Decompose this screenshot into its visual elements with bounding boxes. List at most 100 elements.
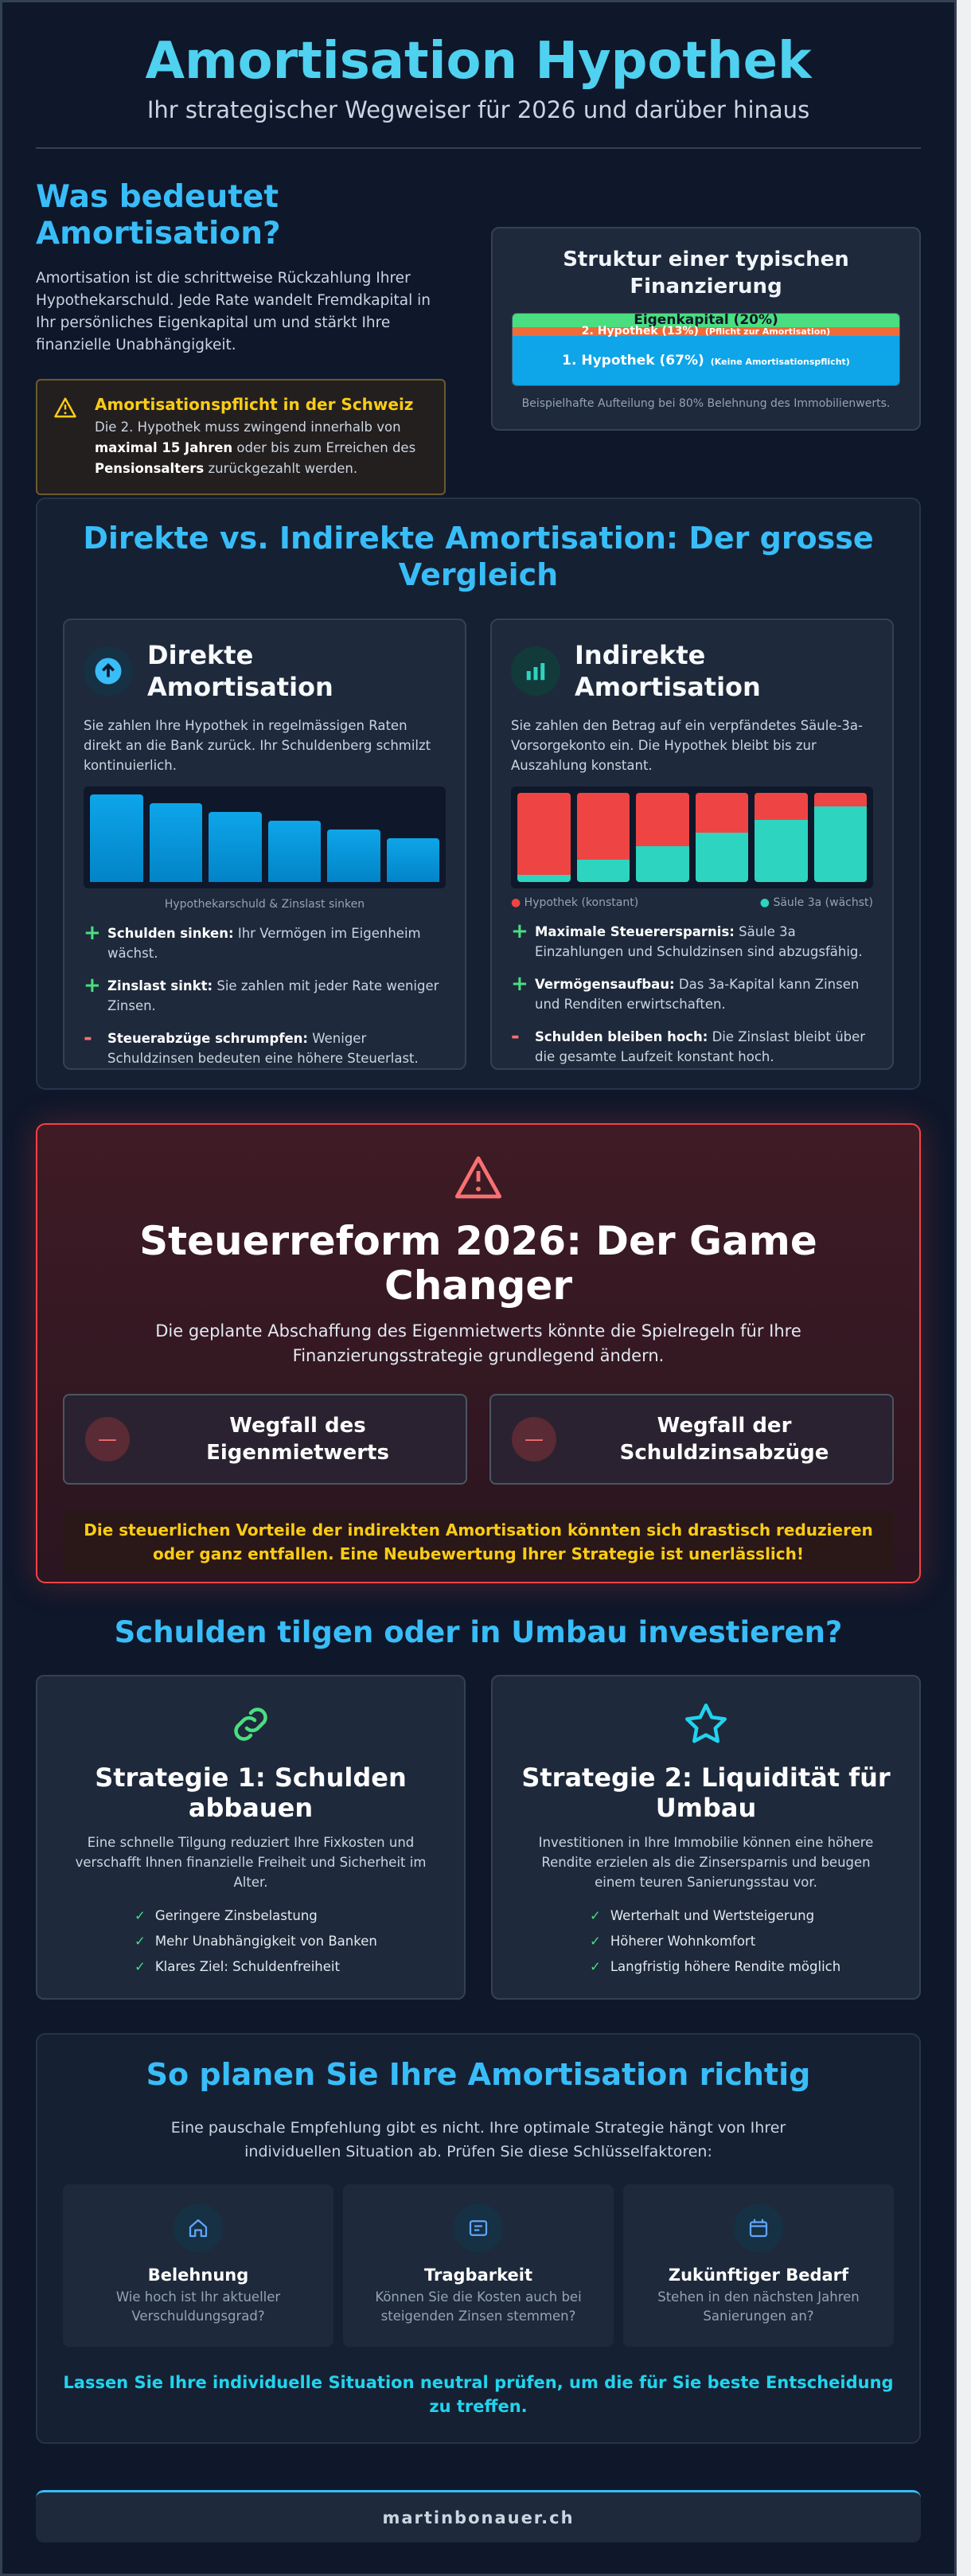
div — [755, 793, 808, 820]
section-title: Schulden tilgen oder in Umbau investiere… — [114, 1615, 843, 1649]
svg — [749, 2219, 768, 2238]
b: Pensionsalters — [95, 460, 205, 476]
ic — [174, 2203, 223, 2253]
ic — [84, 646, 133, 696]
rect — [749, 2221, 768, 2238]
svg — [469, 2220, 488, 2236]
span: Langfristig höhere Rendite möglich — [610, 1959, 841, 1974]
fac-t: Zukünftiger Bedarf — [668, 2266, 849, 2285]
strs: Strategie 1: Schulden abbauen Eine schnel… — [36, 1675, 921, 2000]
decor-bar — [327, 829, 380, 882]
decor-bar — [386, 838, 439, 882]
subtitle: Ihr strategischer Wegweiser für 2026 und… — [146, 96, 810, 123]
div: + Schulden sinken: Ihr Vermögen im Eigenh… — [84, 923, 446, 1068]
ben: ✓ Werterhalt und Wertsteigerung ✓ Höherer W… — [590, 1903, 892, 1980]
warning-text: Die 2. Hypothek muss zwingend innerhalb … — [95, 417, 428, 479]
div — [813, 806, 867, 882]
str-p: Investitionen in Ihre Immobilie können e… — [538, 1835, 874, 1890]
factor-card: Zukünftiger Bedarf Stehen in den nächsten… — [623, 2184, 894, 2347]
point: - Schulden bleiben hoch: Die Zinslast ble… — [511, 1025, 873, 1067]
call-to-action: Lassen Sie Ihre individuelle Situation n… — [63, 2373, 894, 2416]
span: Höherer Wohnkomfort — [610, 1934, 756, 1949]
str-h: Strategie 1: Schulden abbauen — [95, 1762, 407, 1823]
ben: ✓ Geringere Zinsbelastung ✓ Mehr Unabhängig… — [135, 1903, 437, 1980]
sign: - — [511, 1025, 520, 1048]
heading: Was bedeutet Amortisation? — [36, 179, 281, 252]
fac-p: Stehen in den nächsten Jahren Sanierunge… — [657, 2289, 860, 2324]
card-text: Sie zahlen Ihre Hypothek in regelmässige… — [84, 718, 431, 773]
ic — [511, 646, 560, 696]
warning-box: Amortisationspflicht in der Schweiz Die … — [36, 378, 446, 495]
card-text: Sie zahlen den Betrag auf ein verpfändet… — [511, 718, 863, 773]
ic — [734, 2203, 783, 2253]
financing-card: Struktur einer typischen Finanzierung Ei… — [491, 227, 921, 431]
point: + Zinslast sinkt: Sie zahlen mit jeder Ra… — [84, 974, 446, 1016]
col-h: Indirekte Amortisation — [511, 639, 873, 703]
tax-title: Steuerreform 2026: Der Game Changer — [139, 1218, 817, 1309]
span: Mehr Unabhängigkeit von Banken — [154, 1934, 377, 1949]
segment: 2. Hypothek (13%) (Pflicht zur Amortisati… — [513, 325, 899, 338]
div — [576, 860, 630, 882]
benefit: ✓ Klares Ziel: Schuldenfreiheit — [135, 1954, 437, 1980]
ck: ✓ — [135, 1908, 146, 1923]
paragraph: Amortisation ist die schrittweise Rückza… — [36, 269, 431, 353]
warning-icon — [54, 397, 76, 417]
decor-bar — [576, 793, 630, 882]
div: Schulden bleiben hoch: Die Zinslast blei… — [535, 1027, 873, 1067]
div: Maximale Steuerersparnis: Säule 3a Einza… — [535, 922, 873, 962]
b: Vermögensaufbau: — [535, 977, 675, 992]
div — [636, 793, 689, 847]
ck: ✓ — [135, 1934, 146, 1949]
planning-title: So planen Sie Ihre Amortisation richtig — [146, 2057, 811, 2092]
span: Werterhalt und Wertsteigerung — [610, 1908, 815, 1923]
comparison: Direkte vs. Indirekte Amortisation: Der … — [36, 498, 921, 1090]
b: Zinslast sinkt: — [107, 978, 213, 993]
decor-bar — [149, 803, 202, 882]
str-p: Eine schnelle Tilgung reduziert Ihre Fix… — [75, 1835, 427, 1890]
factor-card: Tragbarkeit Können Sie die Kosten auch be… — [343, 2184, 614, 2347]
b: Schulden sinken: — [107, 926, 234, 941]
b: Steuerabzüge schrumpfen: — [107, 1031, 309, 1046]
tax-conclusion: Die steuerlichen Vorteile der indirekten… — [63, 1510, 894, 1574]
planning-text: Eine pauschale Empfehlung gibt es nicht.… — [170, 2119, 786, 2160]
star-icon — [685, 1704, 727, 1743]
fac-p: Wie hoch ist Ihr aktueller Verschuldungs… — [115, 2289, 281, 2324]
benefit: ✓ Geringere Zinsbelastung — [135, 1903, 437, 1929]
ti-l: Wegfall des Eigenmietwerts — [206, 1414, 389, 1465]
ti-s: — — [512, 1417, 556, 1462]
div — [695, 793, 748, 833]
span: 2. Hypothek (13%) — [581, 325, 699, 338]
strategy-card: Strategie 1: Schulden abbauen Eine schnel… — [36, 1675, 466, 2000]
small: (Pflicht zur Amortisation) — [704, 326, 831, 337]
segment: 1. Hypothek (67%) (Keine Amortisationspfl… — [513, 336, 899, 385]
path — [54, 397, 76, 417]
span: ● — [759, 896, 770, 909]
point: + Vermögensaufbau: Das 3a-Kapital kann Zi… — [511, 974, 873, 1014]
ti-l: Wegfall der Schuldzinsabzüge — [619, 1414, 829, 1465]
fac-t: Tragbarkeit — [423, 2266, 533, 2285]
span: Säule 3a (wächst) — [773, 896, 873, 909]
facs: Belehnung Wie hoch ist Ihr aktueller Vers… — [63, 2184, 894, 2347]
tax-text: Die geplante Abschaffung des Eigenmietwe… — [155, 1321, 801, 1365]
factor-card: Belehnung Wie hoch ist Ihr aktueller Vers… — [63, 2184, 333, 2347]
div: Zinslast sinkt: Sie zahlen mit jeder Rat… — [107, 976, 446, 1016]
tax-reform: Steuerreform 2026: Der Game Changer Die … — [36, 1123, 921, 1583]
decor-bar — [755, 793, 808, 882]
footer: martinbonauer.ch — [36, 2490, 921, 2543]
rect — [533, 667, 538, 681]
div — [755, 819, 808, 882]
path — [234, 1708, 267, 1741]
benefit: ✓ Höherer Wohnkomfort — [590, 1929, 892, 1954]
intro: Was bedeutet Amortisation? Amortisation … — [36, 179, 921, 498]
divider — [36, 147, 921, 149]
sign: + — [84, 974, 101, 997]
span: Hypothek (konstant) — [524, 896, 639, 909]
rect — [469, 2220, 488, 2236]
sign: + — [84, 921, 101, 945]
ck: ✓ — [590, 1959, 601, 1974]
sign: + — [511, 972, 528, 996]
svg — [526, 663, 545, 681]
path — [189, 2219, 208, 2238]
